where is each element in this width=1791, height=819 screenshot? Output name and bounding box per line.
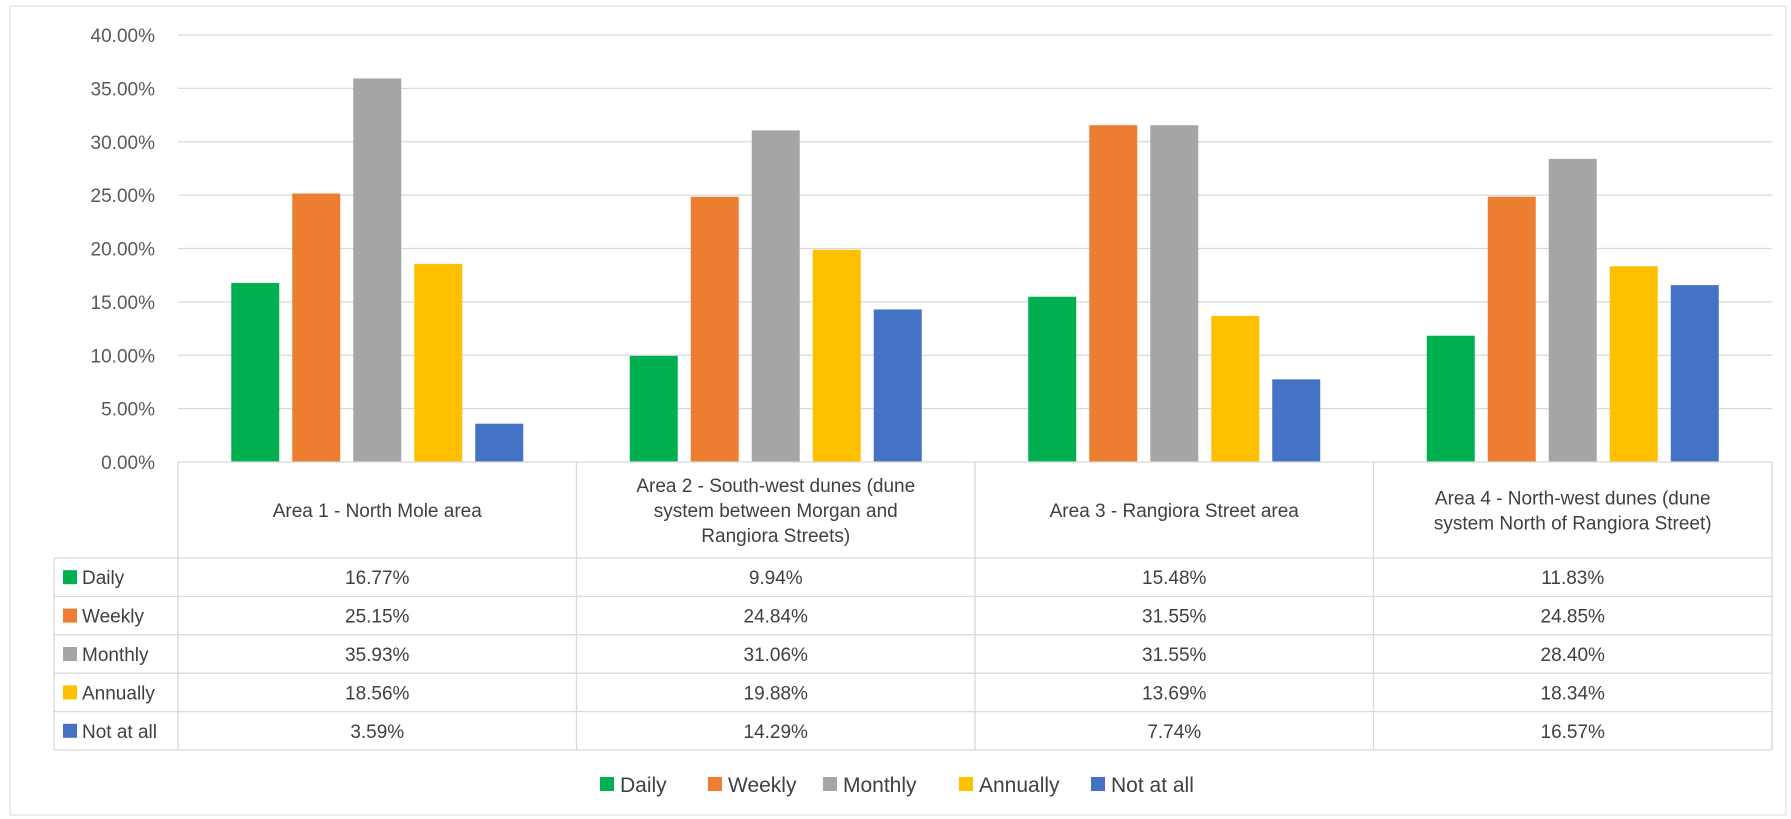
- data-label: 13.69%: [1142, 683, 1207, 704]
- bar: [1028, 296, 1077, 462]
- legend-label: Monthly: [843, 774, 917, 797]
- legend-swatch: [1091, 777, 1105, 791]
- legend-key: [63, 685, 77, 700]
- data-label: 3.59%: [350, 722, 404, 743]
- y-tick-label: 10.00%: [91, 346, 156, 367]
- bar: [231, 282, 280, 462]
- data-label: 16.77%: [345, 568, 410, 589]
- series-name: Daily: [82, 568, 125, 589]
- data-label: 24.85%: [1541, 607, 1606, 628]
- y-tick-label: 20.00%: [91, 240, 156, 261]
- y-tick-label: 15.00%: [91, 293, 156, 314]
- bar: [629, 355, 678, 462]
- data-label: 7.74%: [1147, 722, 1201, 743]
- category-label: Rangiora Streets): [701, 526, 850, 547]
- y-tick-label: 30.00%: [91, 133, 156, 154]
- y-tick-label: 35.00%: [91, 79, 156, 100]
- legend-key: [63, 723, 77, 738]
- legend-swatch: [823, 777, 837, 791]
- category-label: system North of Rangiora Street): [1434, 514, 1712, 535]
- series-name: Not at all: [82, 722, 157, 743]
- data-label: 11.83%: [1541, 568, 1604, 589]
- data-label: 35.93%: [345, 645, 410, 666]
- legend-key: [63, 647, 77, 661]
- bar: [1609, 266, 1658, 462]
- chart-border: [9, 5, 1787, 816]
- series-name: Annually: [82, 683, 155, 704]
- legend-swatch: [600, 777, 614, 791]
- category-label: Area 4 - North-west dunes (dune: [1435, 489, 1711, 510]
- data-label: 14.29%: [744, 722, 809, 743]
- legend-label: Weekly: [728, 774, 797, 797]
- legend-label: Annually: [979, 774, 1060, 797]
- y-tick-label: 25.00%: [91, 186, 156, 207]
- data-label: 31.55%: [1142, 607, 1207, 628]
- bar: [1150, 125, 1199, 463]
- data-label: 18.56%: [345, 683, 410, 704]
- data-label: 9.94%: [749, 568, 803, 589]
- legend-swatch: [959, 777, 973, 791]
- data-label: 24.84%: [744, 607, 809, 628]
- bar: [1426, 335, 1475, 462]
- y-tick-label: 40.00%: [91, 26, 156, 47]
- y-tick-label: 0.00%: [101, 453, 155, 474]
- bar: [292, 193, 341, 462]
- bar: [873, 309, 922, 462]
- data-label: 31.55%: [1142, 645, 1207, 666]
- bar: [353, 78, 402, 462]
- bar: [475, 423, 524, 462]
- bar: [690, 196, 739, 462]
- legend-label: Daily: [620, 774, 667, 797]
- data-label: 18.34%: [1541, 683, 1606, 704]
- data-label: 16.57%: [1541, 722, 1606, 743]
- category-label: Area 1 - North Mole area: [273, 501, 483, 522]
- category-label: Area 2 - South-west dunes (dune: [636, 476, 915, 497]
- series-name: Weekly: [82, 607, 144, 628]
- bar: [1548, 158, 1597, 462]
- data-label: 31.06%: [744, 645, 809, 666]
- y-tick-label: 5.00%: [101, 400, 155, 421]
- data-label: 15.48%: [1142, 568, 1207, 589]
- bar: [1211, 315, 1260, 462]
- bar: [1670, 285, 1719, 462]
- legend-swatch: [708, 777, 722, 791]
- legend-key: [63, 608, 77, 623]
- legend-key: [63, 570, 77, 585]
- series-name: Monthly: [82, 645, 149, 666]
- category-label: Area 3 - Rangiora Street area: [1050, 501, 1300, 522]
- legend-label: Not at all: [1111, 774, 1194, 797]
- bar: [1089, 125, 1138, 463]
- bar: [812, 249, 861, 462]
- bar: [1487, 196, 1536, 462]
- bar: [414, 263, 463, 462]
- bar: [1272, 379, 1321, 462]
- category-label: system between Morgan and: [654, 501, 898, 522]
- data-label: 28.40%: [1541, 645, 1606, 666]
- data-label: 25.15%: [345, 607, 410, 628]
- data-label: 19.88%: [744, 683, 809, 704]
- bar: [751, 130, 800, 462]
